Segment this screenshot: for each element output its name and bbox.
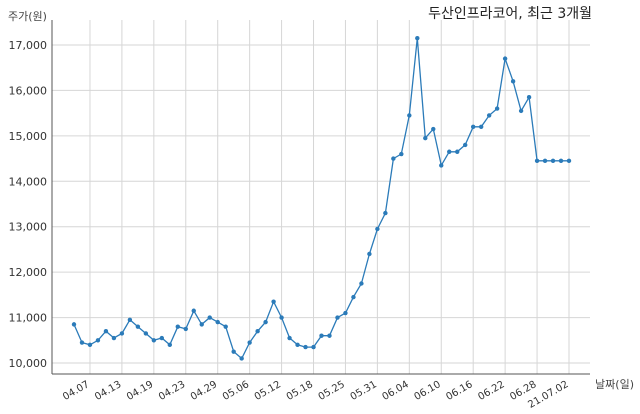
data-point: [119, 331, 125, 336]
x-tick-label: 06.16: [444, 379, 474, 403]
data-point: [135, 324, 141, 329]
x-tick-label: 04.23: [157, 379, 187, 403]
y-tick-label: 16,000: [9, 84, 48, 97]
data-point: [550, 158, 556, 164]
x-tick-label: 04.19: [125, 379, 155, 403]
data-point: [478, 124, 484, 129]
data-point: [510, 79, 516, 84]
data-point: [558, 158, 564, 164]
data-point: [191, 308, 196, 313]
x-tick-label: 06.04: [381, 379, 411, 403]
y-tick-label: 10,000: [9, 357, 48, 370]
data-point: [95, 338, 101, 343]
x-tick-label: 05.18: [285, 379, 315, 403]
data-point: [542, 158, 548, 164]
data-point: [335, 315, 340, 320]
data-point: [367, 251, 372, 257]
data-point: [287, 335, 292, 341]
data-point: [343, 310, 348, 316]
data-point: [431, 126, 436, 132]
data-point: [207, 315, 212, 320]
data-point: [375, 226, 380, 232]
data-point: [470, 124, 476, 129]
data-point: [143, 331, 149, 336]
data-point: [71, 322, 77, 327]
y-axis-ticks: 10,000 11,000 12,000 13,000 14,000 15,000 16,0…: [9, 39, 48, 370]
y-tick-label: 13,000: [9, 221, 48, 234]
data-point: [223, 324, 228, 329]
x-tick-label: 05.31: [349, 379, 379, 403]
x-tick-label: 04.07: [61, 379, 91, 403]
data-point: [455, 149, 460, 154]
price-line: [73, 38, 569, 360]
data-point: [463, 142, 468, 148]
data-point: [423, 135, 428, 141]
data-point: [87, 342, 93, 348]
x-tick-label: 04.13: [93, 379, 123, 403]
data-point: [518, 108, 524, 114]
data-point: [502, 56, 508, 61]
x-axis-ticks: 04.07 04.13 04.19 04.23 04.29 05.06 05.12 05.18…: [61, 379, 570, 411]
x-axis-label: 날짜(일): [595, 378, 634, 391]
x-tick-label: 05.25: [317, 379, 347, 403]
data-point: [415, 35, 420, 41]
chart-title: 두산인프라코어, 최근 3개월: [428, 6, 592, 22]
y-tick-label: 15,000: [9, 130, 48, 143]
price-series: [71, 35, 572, 361]
data-point: [303, 344, 308, 350]
data-point: [271, 299, 276, 304]
data-point: [247, 340, 252, 345]
data-point: [127, 317, 133, 323]
data-point: [486, 113, 492, 118]
data-point: [199, 322, 204, 327]
data-point: [359, 281, 364, 286]
data-point: [231, 349, 236, 354]
data-point: [183, 326, 188, 332]
data-point: [255, 329, 260, 334]
data-point: [319, 333, 324, 338]
data-point: [526, 95, 532, 100]
data-point: [175, 324, 180, 329]
data-point: [439, 163, 444, 168]
x-tick-label: 05.06: [221, 379, 251, 403]
x-tick-label: 06.10: [412, 379, 442, 403]
data-point: [399, 151, 404, 157]
data-point: [111, 335, 117, 341]
y-axis-label: 주가(원): [8, 10, 47, 23]
data-point: [391, 156, 396, 161]
data-point: [151, 338, 157, 343]
data-point: [566, 158, 572, 164]
data-point: [263, 319, 268, 325]
data-point: [239, 356, 244, 361]
data-point: [327, 333, 332, 338]
data-point: [494, 106, 500, 111]
x-tick-label: 04.29: [189, 379, 219, 403]
data-point: [351, 294, 356, 300]
data-point: [279, 315, 284, 320]
data-point: [79, 340, 85, 345]
data-point: [295, 342, 300, 348]
x-tick-label: 06.22: [476, 379, 506, 403]
data-point: [215, 319, 220, 325]
x-tick-label: 05.12: [253, 379, 283, 403]
axes: [51, 20, 590, 375]
data-point: [103, 329, 109, 334]
y-tick-label: 11,000: [9, 312, 48, 325]
y-tick-label: 14,000: [9, 175, 48, 188]
grid: [52, 20, 590, 374]
data-point: [407, 113, 412, 118]
y-tick-label: 12,000: [9, 266, 48, 279]
data-point: [159, 335, 165, 341]
data-point: [534, 158, 540, 164]
data-point: [383, 210, 388, 216]
y-tick-label: 17,000: [9, 39, 48, 52]
data-point: [167, 342, 173, 348]
data-point: [447, 149, 452, 154]
data-point: [311, 344, 316, 350]
